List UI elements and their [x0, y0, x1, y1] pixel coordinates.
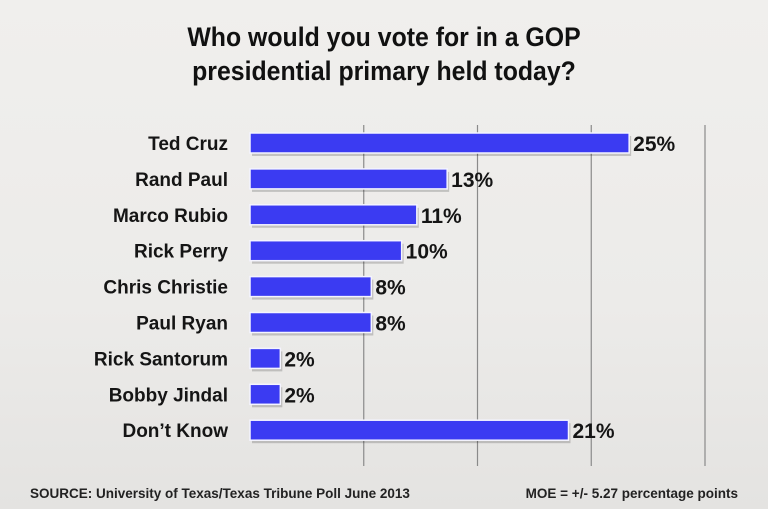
title-line-2: presidential primary held today? [192, 56, 576, 86]
bar [249, 383, 282, 406]
data-label: 2% [284, 384, 315, 407]
data-label: 10% [406, 241, 448, 264]
bar [249, 239, 403, 262]
bar [249, 204, 418, 226]
category-label: Don’t Know [122, 421, 228, 442]
source-note: SOURCE: University of Texas/Texas Tribun… [30, 486, 410, 501]
bar [249, 132, 630, 154]
data-label: 11% [421, 205, 462, 228]
bar [249, 168, 448, 190]
bar [249, 311, 373, 334]
category-label: Rand Paul [135, 170, 228, 191]
category-label: Rick Perry [134, 242, 228, 263]
category-label: Marco Rubio [113, 206, 228, 227]
category-label: Rick Santorum [94, 349, 228, 370]
data-label: 8% [375, 277, 406, 300]
data-label: 25% [633, 133, 675, 156]
bar [249, 275, 373, 298]
data-label: 13% [451, 169, 493, 192]
title-line-1: Who would you vote for in a GOP [187, 22, 581, 52]
category-label: Bobby Jindal [109, 385, 228, 406]
category-label: Ted Cruz [148, 134, 228, 155]
bar [249, 347, 282, 370]
chart-title: Who would you vote for in a GOP presiden… [31, 20, 738, 88]
category-label: Chris Christie [103, 278, 228, 299]
data-label: 21% [573, 420, 615, 443]
category-label: Paul Ryan [136, 314, 228, 335]
moe-note: MOE = +/- 5.27 percentage points [525, 486, 738, 501]
bar [249, 419, 570, 441]
data-label: 2% [284, 348, 315, 371]
data-label: 8% [375, 313, 406, 336]
